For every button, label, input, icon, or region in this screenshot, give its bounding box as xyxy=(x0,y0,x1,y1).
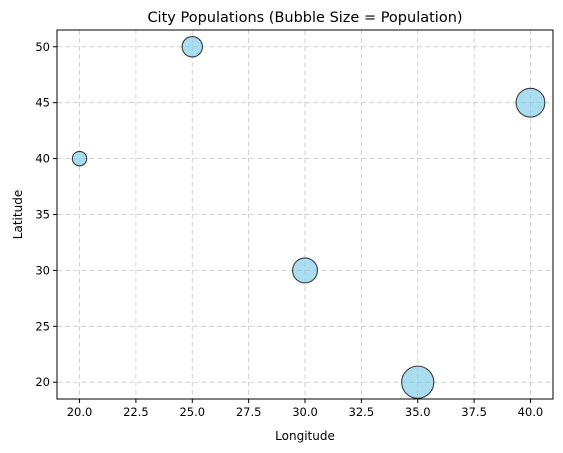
x-tick-label: 35.0 xyxy=(405,405,431,419)
y-tick-label: 30 xyxy=(35,263,50,277)
bubble-point xyxy=(291,257,319,284)
x-tick-label: 25.0 xyxy=(179,405,205,419)
y-axis-ticks: 20 25 30 35 40 45 50 xyxy=(35,40,57,389)
y-tick-label: 45 xyxy=(35,96,50,110)
x-axis-label: Longitude xyxy=(275,429,335,443)
y-tick-label: 50 xyxy=(35,40,50,54)
y-tick-label: 35 xyxy=(35,208,50,222)
grid xyxy=(57,30,553,399)
x-tick-label: 27.5 xyxy=(236,405,262,419)
bubble-point xyxy=(401,365,435,399)
chart-title: City Populations (Bubble Size = Populati… xyxy=(147,10,462,26)
x-tick-label: 32.5 xyxy=(349,405,375,419)
x-axis-ticks: 20.0 22.5 25.0 27.5 30.0 32.5 35.0 37.5 40.0 xyxy=(67,399,544,419)
y-tick-label: 40 xyxy=(35,152,50,166)
bubble-point xyxy=(181,36,204,58)
y-tick-label: 20 xyxy=(35,375,50,389)
x-tick-label: 30.0 xyxy=(292,405,318,419)
x-tick-label: 20.0 xyxy=(67,405,93,419)
y-axis-label: Latitude xyxy=(11,190,25,239)
bubble-point xyxy=(515,87,546,118)
x-tick-label: 40.0 xyxy=(518,405,544,419)
bubble-point xyxy=(71,150,88,167)
bubble-series xyxy=(71,36,546,399)
x-tick-label: 22.5 xyxy=(123,405,149,419)
x-tick-label: 37.5 xyxy=(461,405,487,419)
y-tick-label: 25 xyxy=(35,319,50,333)
